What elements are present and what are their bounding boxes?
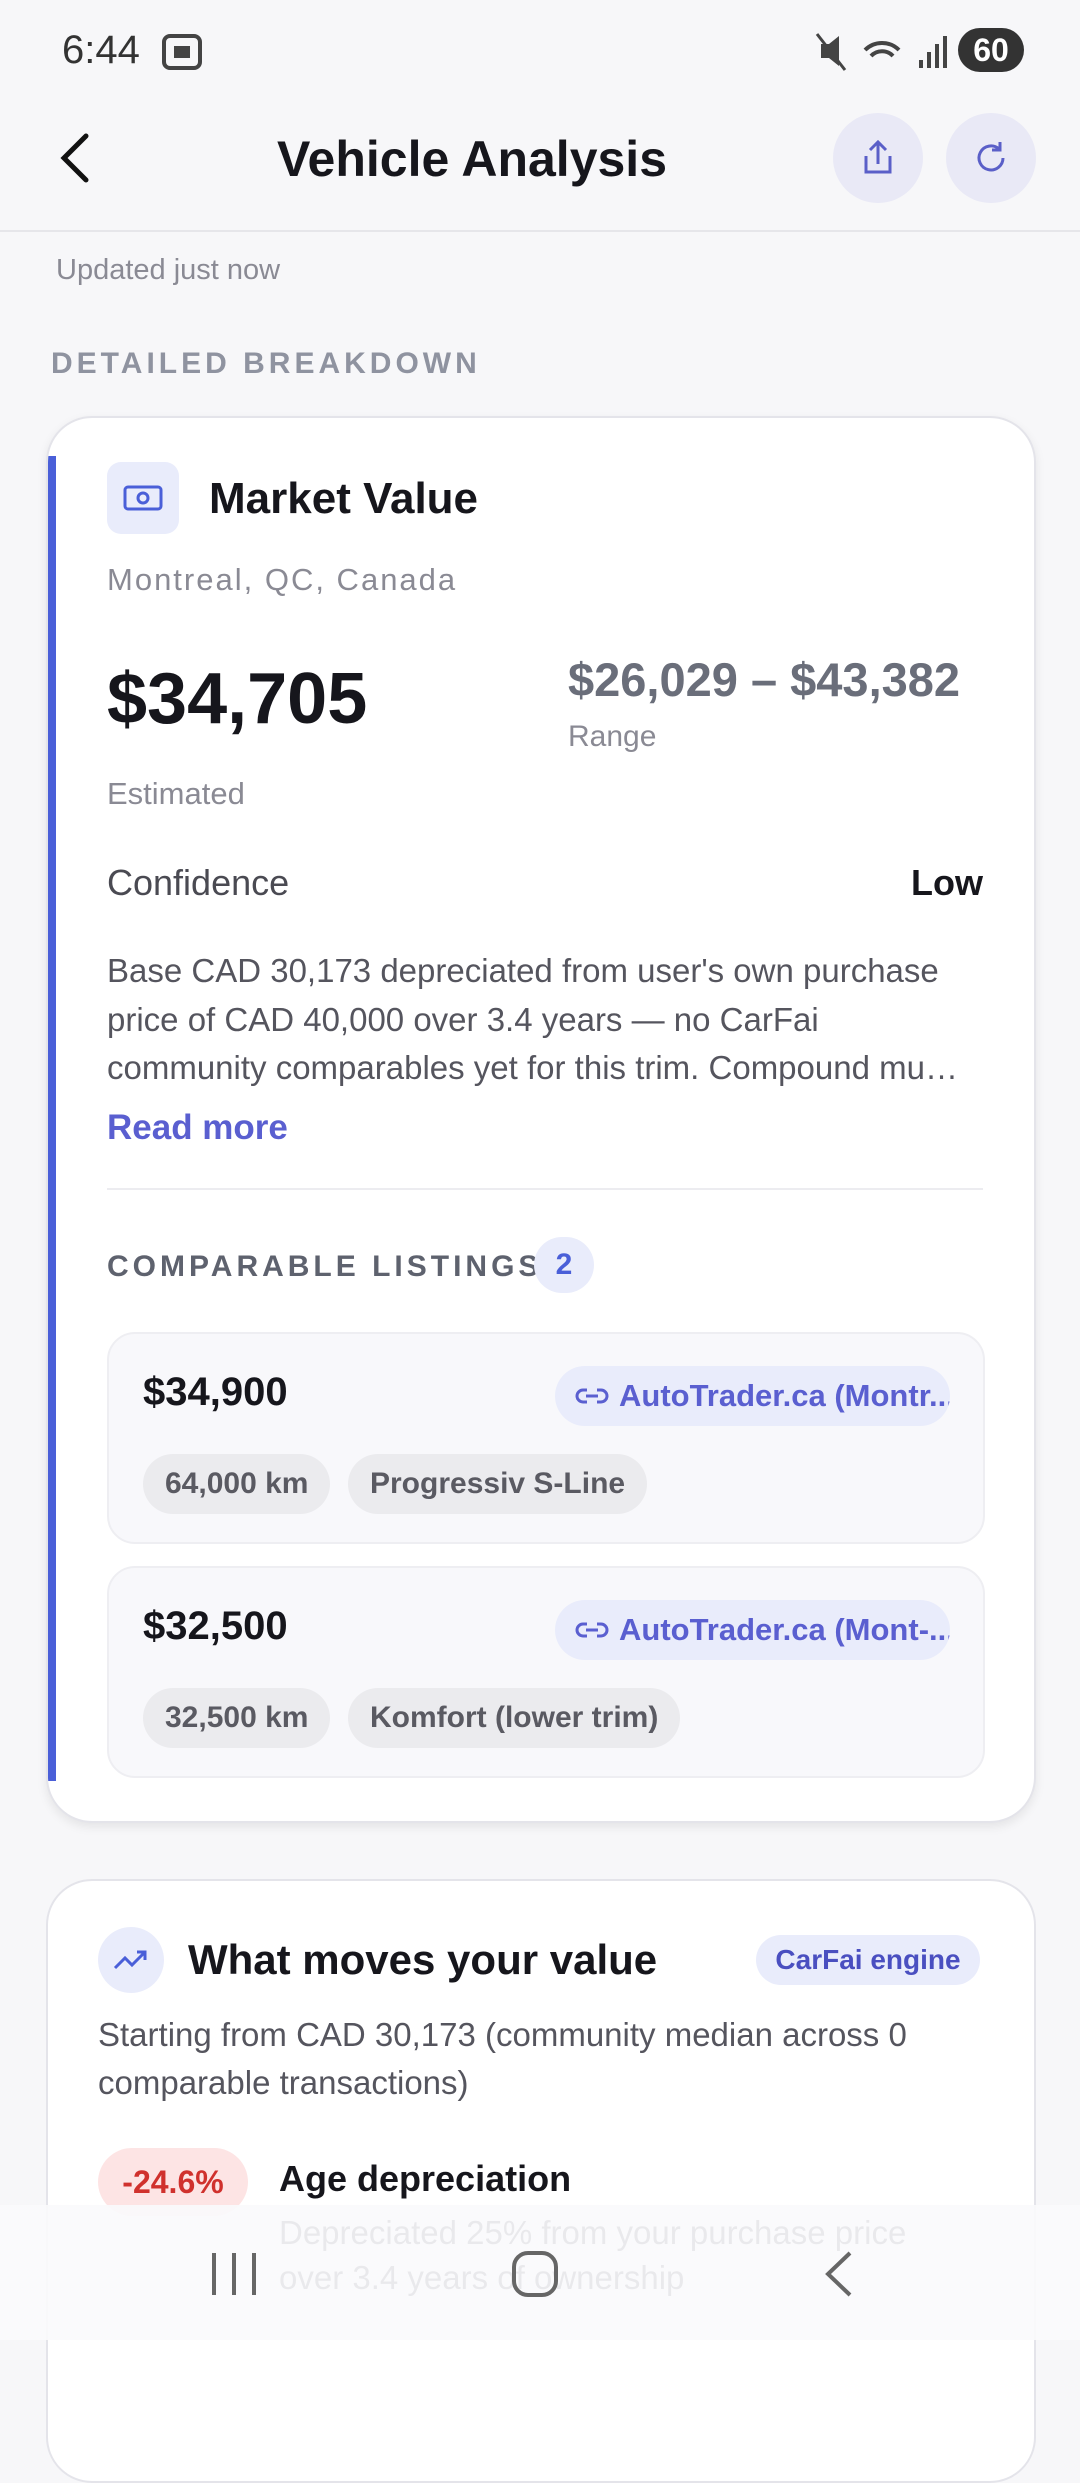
back-button[interactable] (56, 130, 100, 186)
listing-chip: 64,000 km (143, 1454, 331, 1514)
updated-text: Updated just now (56, 254, 281, 286)
confidence-label: Confidence (107, 862, 290, 903)
refresh-button[interactable] (946, 113, 1036, 203)
card-title: Market Value (209, 474, 479, 523)
estimated-value: $34,705 (107, 659, 368, 739)
header-title: Vehicle Analysis (276, 131, 668, 187)
listing-source-text: AutoTrader.ca (Mont-... (619, 1612, 950, 1647)
share-icon (864, 139, 892, 174)
listings-title: COMPARABLE LISTINGS (107, 1250, 543, 1283)
link-icon (575, 1622, 609, 1638)
nav-bar (0, 2205, 1080, 2340)
listing-chip: 32,500 km (143, 1688, 331, 1748)
home-button[interactable] (510, 2249, 560, 2299)
listing-price: $32,500 (143, 1604, 288, 1648)
value-range: $26,029 – $43,382 (568, 653, 961, 706)
money-icon (107, 462, 179, 534)
estimated-caption: Estimated (107, 776, 245, 811)
accent-bar (48, 456, 56, 1781)
header-divider (0, 230, 1080, 232)
range-caption: Range (568, 720, 657, 753)
money-glyph (123, 485, 163, 511)
listing-source[interactable]: AutoTrader.ca (Mont-... (555, 1600, 950, 1660)
status-time: 6:44 (62, 28, 140, 72)
factor-change: -24.6% (98, 2148, 248, 2216)
link-icon (575, 1388, 609, 1404)
read-more[interactable]: Read more (107, 1108, 288, 1147)
location: Montreal, QC, Canada (107, 562, 458, 597)
trend-glyph (113, 1950, 147, 1970)
battery: 60 (958, 28, 1024, 72)
moves-intro: Starting from CAD 30,173 (community medi… (98, 2016, 907, 2101)
share-button[interactable] (833, 113, 923, 203)
listing-chip: Progressiv S-Line (348, 1454, 648, 1514)
section-title: DETAILED BREAKDOWN (51, 347, 481, 380)
listing-source[interactable]: AutoTrader.ca (Montr... (555, 1366, 950, 1426)
description: Base CAD 30,173 depreciated from user's … (107, 952, 958, 1086)
screen: 6:44 60 Vehicle Analysis Updated just no… (0, 28, 1080, 2483)
confidence-value: Low (911, 862, 983, 903)
trend-icon (98, 1927, 164, 1993)
engine-badge: CarFai engine (756, 1935, 980, 1985)
screenshot-icon (162, 34, 202, 70)
factor-title: Age depreciation (279, 2158, 572, 2199)
card-divider (107, 1188, 983, 1190)
status-icons (815, 33, 947, 71)
nav-back-button[interactable] (820, 2249, 860, 2299)
listings-count: 2 (534, 1237, 594, 1293)
listing-source-text: AutoTrader.ca (Montr... (619, 1378, 950, 1413)
moves-title: What moves your value (188, 1936, 658, 1983)
refresh-icon (977, 142, 1005, 172)
listing-chip: Komfort (lower trim) (348, 1688, 681, 1748)
listing-price: $34,900 (143, 1370, 288, 1414)
recents-button[interactable] (210, 2251, 260, 2297)
